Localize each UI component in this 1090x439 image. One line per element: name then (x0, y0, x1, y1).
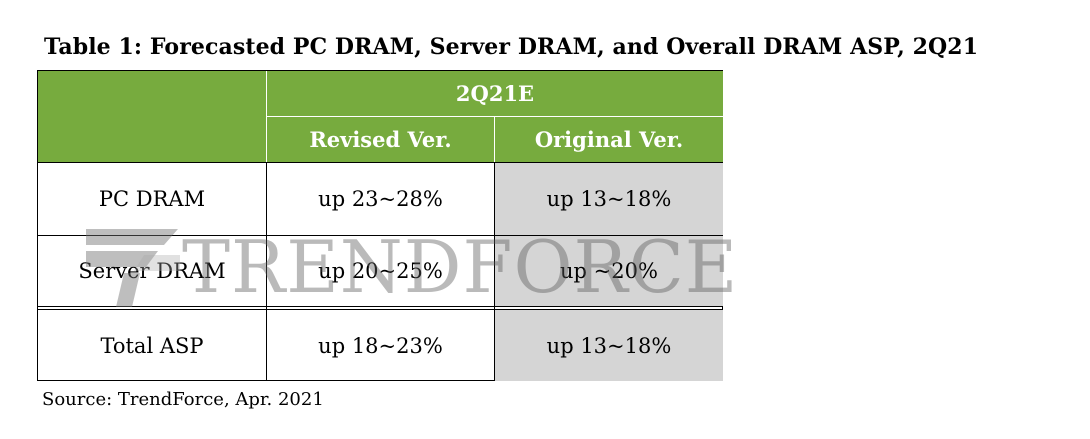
header-divider-horizontal (267, 116, 723, 117)
table-cell-revised: up 23~28% (318, 187, 443, 211)
period-header-cell: 2Q21E (267, 71, 723, 116)
header-divider-subcolumn (494, 117, 495, 162)
table-title: Table 1: Forecasted PC DRAM, Server DRAM… (44, 34, 979, 60)
row-divider-double-top (38, 306, 723, 307)
table-row-label: Total ASP (100, 333, 204, 358)
dram-asp-table: 2Q21E Revised Ver. Original Ver. PC DRAM… (37, 70, 723, 381)
table-row-label: PC DRAM (98, 187, 206, 211)
table-row-label: Server DRAM (78, 259, 226, 283)
revised-header-cell: Revised Ver. (267, 117, 494, 162)
row-divider-double-bottom (38, 309, 723, 310)
column-divider-version (494, 162, 495, 381)
header-divider-vertical (266, 71, 267, 162)
period-header-label: 2Q21E (455, 81, 535, 106)
header-corner-cell (38, 71, 266, 162)
table-cell-revised: up 20~25% (318, 259, 443, 283)
table-cell-original: up ~20% (495, 236, 723, 306)
revised-header-label: Revised Ver. (309, 127, 452, 152)
column-divider-label (266, 162, 267, 381)
table-cell-original: up 13~18% (495, 310, 723, 381)
original-header-cell: Original Ver. (495, 117, 723, 162)
original-header-label: Original Ver. (534, 127, 684, 152)
table-cell-original: up 13~18% (495, 163, 723, 235)
row-divider (38, 235, 723, 236)
header-bottom-border (38, 162, 723, 163)
source-note: Source: TrendForce, Apr. 2021 (42, 389, 324, 410)
table-cell-revised: up 18~23% (318, 333, 443, 358)
